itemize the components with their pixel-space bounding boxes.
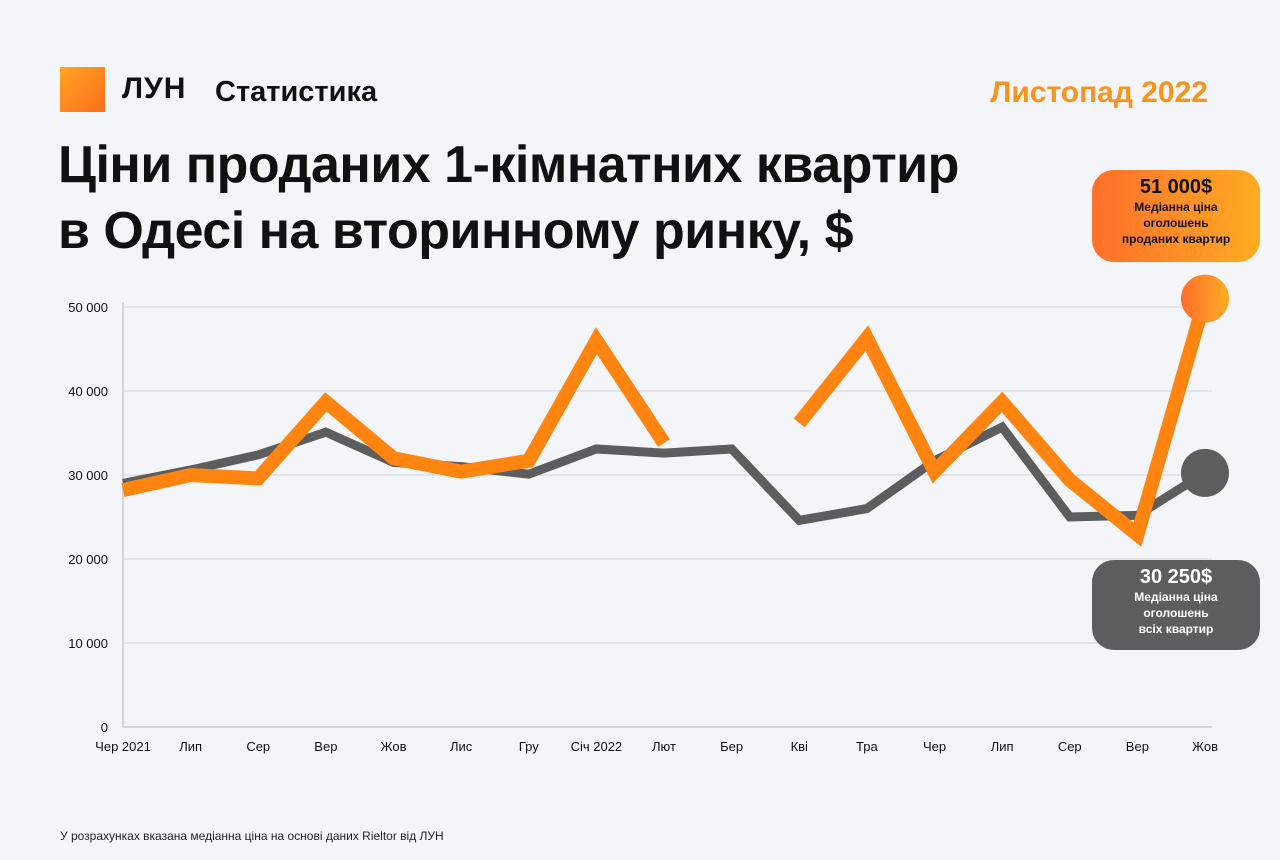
x-tick-label: Лют	[652, 739, 676, 754]
x-tick-label: Жов	[1192, 739, 1218, 754]
callout-sold-desc-3: проданих квартир	[1121, 232, 1231, 246]
callout-all: 30 250$ Медіанна ціна оголошень всіх ква…	[1092, 560, 1260, 650]
x-tick-label: Лип	[991, 739, 1014, 754]
x-tick-label: Тра	[856, 739, 878, 754]
x-tick-label: Сер	[1058, 739, 1082, 754]
callout-sold-desc-1: Медіанна ціна	[1134, 200, 1218, 214]
page-title: Ціни проданих 1-кімнатних квартир в Одес…	[58, 132, 959, 264]
y-tick-label: 0	[101, 720, 108, 735]
y-tick-label: 50 000	[68, 300, 108, 315]
callout-all-value: 30 250$	[1139, 566, 1213, 588]
x-tick-label: Січ 2022	[571, 739, 623, 754]
series-sold-end-marker	[1181, 274, 1229, 323]
x-tick-label: Кві	[791, 739, 808, 754]
x-tick-label: Бер	[720, 739, 743, 754]
x-tick-label: Чер	[923, 739, 946, 754]
logo: ЛУН	[122, 72, 187, 105]
x-tick-label: Сер	[246, 739, 270, 754]
callout-all-desc-1: Медіанна ціна	[1134, 590, 1218, 604]
x-tick-label: Лип	[179, 739, 202, 754]
series-all-line	[122, 421, 1208, 526]
title-line-1: Ціни проданих 1-кімнатних квартир	[58, 136, 959, 194]
y-tick-label: 10 000	[68, 636, 108, 651]
y-tick-label: 20 000	[68, 552, 108, 567]
callout-sold: 51 000$ Медіанна ціна оголошень проданих…	[1092, 170, 1260, 262]
series-sold-line	[793, 296, 1212, 547]
report-date: Листопад 2022	[990, 76, 1208, 109]
title-line-2: в Одесі на вторинному ринку, $	[58, 202, 853, 260]
x-tick-label: Гру	[519, 739, 539, 754]
y-tick-label: 30 000	[68, 468, 108, 483]
y-tick-label: 40 000	[68, 384, 108, 399]
callout-sold-value: 51 000$	[1139, 176, 1213, 198]
logo-mark	[60, 67, 105, 112]
x-tick-label: Вер	[314, 739, 337, 754]
series-sold-line	[121, 327, 670, 497]
logo-subtitle: Статистика	[215, 76, 378, 108]
callout-all-desc-3: всіх квартир	[1138, 622, 1214, 636]
x-tick-label: Лис	[450, 739, 473, 754]
series-all-end-marker	[1181, 448, 1229, 497]
callout-all-desc-2: оголошень	[1143, 606, 1209, 620]
footnote: У розрахунках вказана медіанна ціна на о…	[60, 829, 444, 843]
callout-sold-desc-2: оголошень	[1143, 216, 1209, 230]
x-tick-label: Чер 2021	[95, 739, 151, 754]
x-tick-label: Жов	[381, 739, 407, 754]
x-tick-label: Вер	[1126, 739, 1149, 754]
